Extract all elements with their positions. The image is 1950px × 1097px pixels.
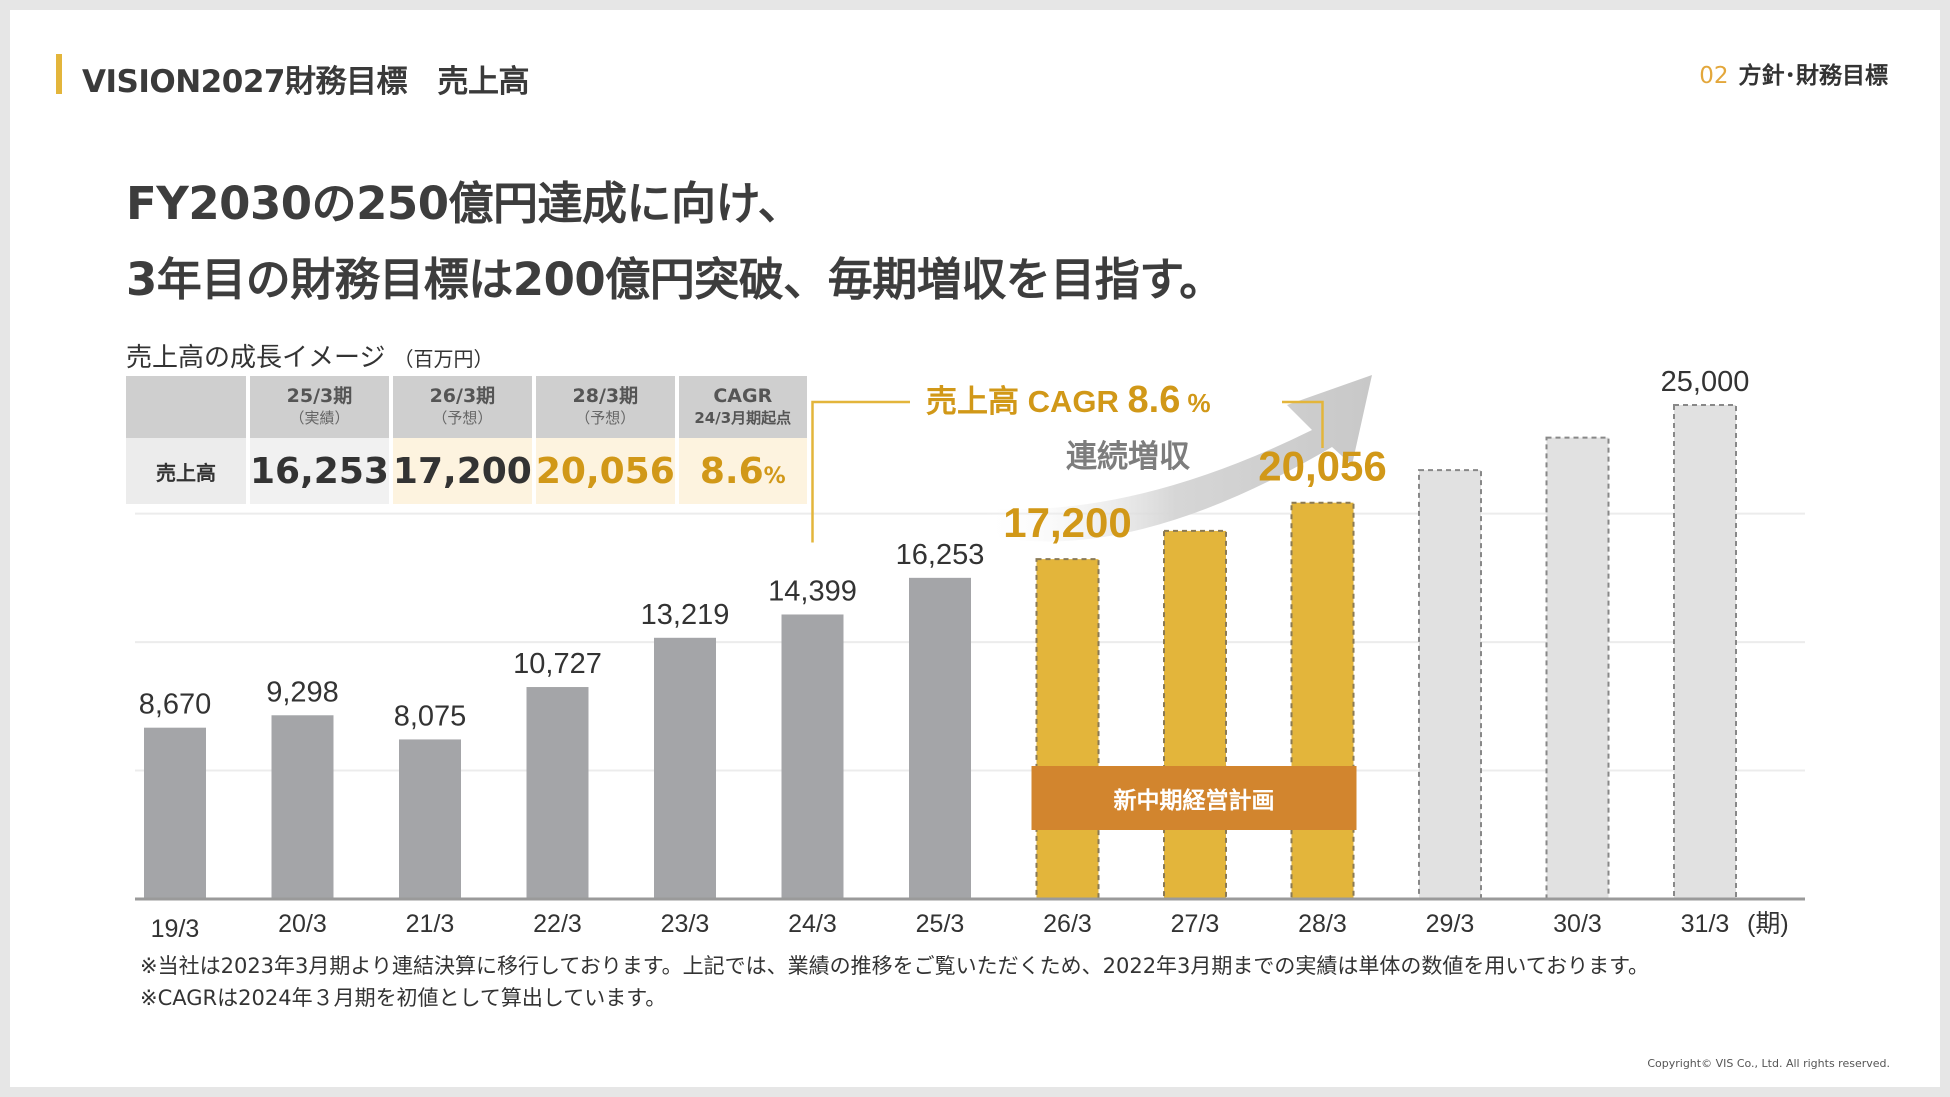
category-label: 23/3: [661, 910, 710, 938]
footnotes: ※当社は2023年3月期より連結決算に移行しております。上記では、業績の推移をご…: [140, 950, 1649, 1014]
bar-20-3: [271, 715, 334, 899]
section-indicator: 02 方針･財務目標: [1699, 56, 1888, 90]
bar-27-3: [1163, 529, 1227, 900]
value-label: 25,000: [1661, 366, 1750, 398]
value-label: 9,298: [266, 676, 339, 708]
cagr-annotation-unit: %: [1180, 388, 1210, 418]
cagr-annotation-label: 売上高 CAGR: [926, 384, 1128, 419]
category-label: 22/3: [533, 910, 582, 938]
category-label: 20/3: [278, 910, 327, 938]
headline-line-1: FY2030の250億円達成に向け、: [126, 177, 803, 230]
category-label: 30/3: [1553, 910, 1602, 938]
category-label: 26/3: [1043, 910, 1092, 938]
summary-col-sub: 24/3月期起点: [694, 409, 792, 427]
category-unit-label: (期): [1747, 910, 1789, 938]
cagr-bracket-right: [1282, 400, 1324, 448]
cagr-annotation: 売上高 CAGR 8.6 %: [926, 379, 1211, 421]
category-label: 28/3: [1298, 910, 1347, 938]
category-label: 27/3: [1171, 910, 1220, 938]
page-title: VISION2027財務目標 売上高: [82, 64, 529, 100]
summary-row-label: 売上高: [126, 438, 246, 504]
headline-line-2: 3年目の財務目標は200億円突破、毎期増収を目指す。: [126, 253, 1224, 306]
summary-col-label: CAGR: [713, 385, 773, 407]
summary-col-label: 28/3期: [572, 385, 639, 407]
summary-col-sub: （予想）: [575, 409, 636, 427]
bar-26-3: [1035, 558, 1100, 900]
summary-col-cagr: CAGR 24/3月期起点: [678, 376, 807, 438]
section-label: 方針･財務目標: [1738, 63, 1889, 89]
summary-table: 25/3期 （実績） 26/3期 （予想） 28/3期 （予想） CAGR 24/3月期…: [122, 376, 811, 504]
bar-25-3: [909, 577, 971, 899]
category-label: 21/3: [406, 910, 455, 938]
bar-28-3: [1290, 501, 1355, 900]
summary-col-sub: （予想）: [432, 409, 493, 427]
chart-title-text: 売上高の成長イメージ: [126, 343, 386, 373]
summary-col-26: 26/3期 （予想）: [392, 376, 532, 438]
summary-value-cagr: 8.6%: [678, 438, 807, 504]
category-label: 19/3: [151, 915, 200, 943]
value-label: 14,399: [768, 575, 857, 607]
summary-value-26: 17,200: [392, 438, 532, 504]
summary-value-25: 16,253: [250, 438, 389, 504]
copyright: Copyright© VIS Co., Ltd. All rights rese…: [1647, 1057, 1890, 1070]
summary-col-25: 25/3期 （実績）: [250, 376, 389, 438]
headline: FY2030の250億円達成に向け、 3年目の財務目標は200億円突破、毎期増収…: [126, 166, 1224, 318]
chart-unit: （百万円）: [393, 347, 494, 371]
category-label: 25/3: [916, 910, 965, 938]
value-label: 17,200: [1003, 499, 1131, 546]
bar-29-3: [1418, 469, 1482, 900]
plan-banner-label: 新中期経営計画: [1114, 787, 1275, 813]
category-label: 24/3: [788, 910, 837, 938]
summary-col-label: 26/3期: [429, 385, 496, 407]
bar-22-3: [526, 687, 589, 899]
value-label: 16,253: [896, 539, 985, 571]
trend-arrow-icon: [980, 375, 1372, 542]
value-label: 8,670: [139, 689, 212, 721]
summary-col-28: 28/3期 （予想）: [535, 376, 675, 438]
summary-value-28: 20,056: [535, 438, 675, 504]
summary-cagr-unit: %: [763, 463, 786, 489]
plan-banner: [1031, 766, 1357, 830]
value-label: 13,219: [641, 599, 730, 631]
value-label: 20,056: [1258, 443, 1386, 490]
summary-col-label: 25/3期: [286, 385, 353, 407]
value-label: 10,727: [513, 648, 602, 680]
header-accent-bar: [56, 54, 62, 94]
cagr-bracket-left: [811, 400, 910, 543]
summary-cagr-number: 8.6: [699, 450, 764, 492]
section-number: 02: [1699, 63, 1729, 89]
chart-title: 売上高の成長イメージ （百万円）: [126, 337, 493, 374]
category-label: 31/3: [1681, 910, 1730, 938]
summary-header-blank: [126, 376, 246, 438]
trend-label: 連続増収: [1066, 439, 1190, 474]
category-label: 29/3: [1426, 910, 1475, 938]
bar-23-3: [654, 637, 716, 899]
bar-24-3: [781, 614, 844, 899]
summary-col-sub: （実績）: [289, 409, 350, 427]
footnote-2: ※CAGRは2024年３月期を初値として算出しています。: [140, 986, 667, 1010]
slide: [10, 10, 1940, 1087]
summary-value-row: 売上高 16,253 17,200 20,056 8.6%: [126, 438, 807, 504]
footnote-1: ※当社は2023年3月期より連結決算に移行しております。上記では、業績の推移をご…: [140, 954, 1650, 978]
bar-21-3: [399, 739, 461, 899]
bar-19-3: [144, 727, 206, 899]
cagr-annotation-value: 8.6: [1128, 379, 1181, 421]
bar-31-3: [1673, 404, 1737, 900]
value-label: 8,075: [394, 700, 467, 732]
summary-header-row: 25/3期 （実績） 26/3期 （予想） 28/3期 （予想） CAGR 24/3月期…: [126, 376, 807, 438]
bar-30-3: [1545, 436, 1610, 900]
